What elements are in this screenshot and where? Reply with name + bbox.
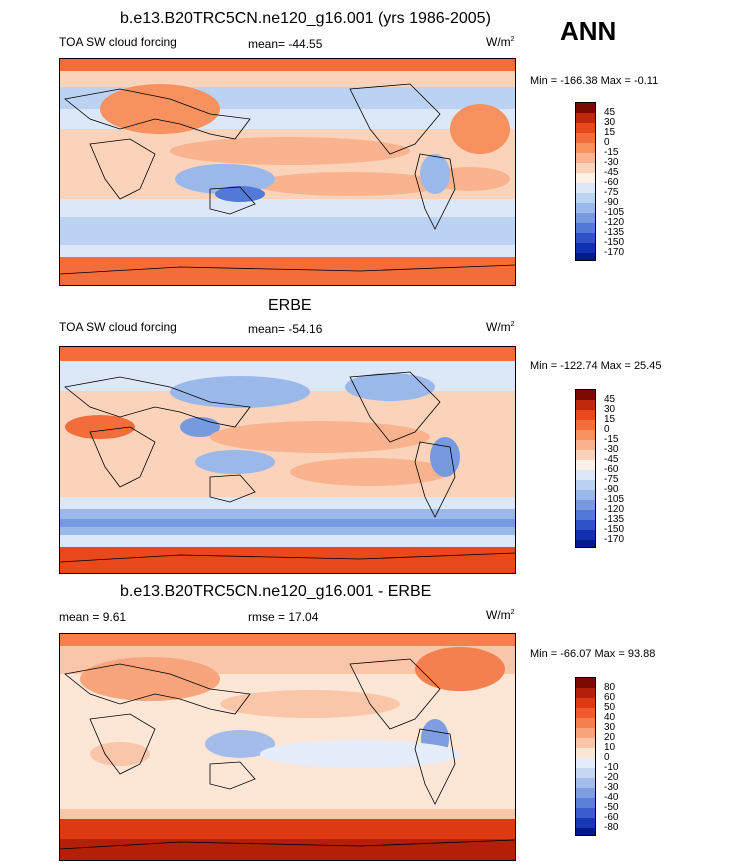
panel-title-diff: b.e13.B20TRC5CN.ne120_g16.001 - ERBE <box>120 583 432 600</box>
tick-label: -135 <box>604 514 625 525</box>
tick-label: -135 <box>604 227 625 238</box>
panel-rmse-label: rmse = 17.04 <box>248 610 319 624</box>
tick-label: -75 <box>604 474 619 485</box>
tick-label: -150 <box>604 237 625 248</box>
tick-label: -170 <box>604 247 625 258</box>
map-panel-model <box>59 58 516 286</box>
tick-label: 60 <box>604 692 616 703</box>
tick-label: -75 <box>604 187 619 198</box>
tick-label: 30 <box>604 722 616 733</box>
panel-units: W/m2 <box>486 320 515 334</box>
tick-label: 0 <box>604 424 610 435</box>
tick-label: 0 <box>604 137 610 148</box>
panel-units: W/m2 <box>486 35 515 49</box>
tick-label: 15 <box>604 414 616 425</box>
season-label: ANN <box>560 16 617 46</box>
tick-label: -80 <box>604 822 619 833</box>
tick-label: 50 <box>604 702 616 713</box>
tick-label: -30 <box>604 444 619 455</box>
tick-label: -90 <box>604 484 619 495</box>
tick-label: -120 <box>604 504 625 515</box>
panel-minmax: Min = -122.74 Max = 25.45 <box>530 360 662 372</box>
panel-mean-label: mean= -44.55 <box>248 37 323 51</box>
tick-label: -60 <box>604 464 619 475</box>
tick-label: 30 <box>604 117 616 128</box>
map-panel-obs <box>59 346 516 574</box>
tick-label: -20 <box>604 772 619 783</box>
tick-label: 30 <box>604 404 616 415</box>
tick-label: 80 <box>604 682 616 693</box>
tick-label: -10 <box>604 762 619 773</box>
tick-label: -170 <box>604 534 625 545</box>
tick-label: 45 <box>604 394 616 405</box>
colorbar-diff <box>575 677 596 846</box>
tick-label: -30 <box>604 782 619 793</box>
tick-label: 15 <box>604 127 616 138</box>
tick-label: -15 <box>604 434 619 445</box>
panel-minmax: Min = -66.07 Max = 93.88 <box>530 648 656 660</box>
tick-label: -90 <box>604 197 619 208</box>
tick-label: -60 <box>604 177 619 188</box>
tick-label: 10 <box>604 742 616 753</box>
panel-units: W/m2 <box>486 608 515 622</box>
panel-minmax: Min = -166.38 Max = -0.11 <box>530 75 659 87</box>
panel-mean-label: mean= -54.16 <box>248 322 323 336</box>
tick-label: -40 <box>604 792 619 803</box>
tick-label: -50 <box>604 802 619 813</box>
tick-label: -15 <box>604 147 619 158</box>
panel-mean-label: mean = 9.61 <box>59 610 127 624</box>
tick-label: 40 <box>604 712 616 723</box>
tick-label: -60 <box>604 812 619 823</box>
panel-left-label: TOA SW cloud forcing <box>59 320 177 334</box>
figure-title: b.e13.B20TRC5CN.ne120_g16.001 (yrs 1986-… <box>120 10 491 27</box>
colorbar-model <box>575 102 596 271</box>
tick-label: 45 <box>604 107 616 118</box>
tick-label: -105 <box>604 207 625 218</box>
panel-title-obs: ERBE <box>268 297 312 314</box>
tick-label: 20 <box>604 732 616 743</box>
tick-label: -105 <box>604 494 625 505</box>
tick-label: -30 <box>604 157 619 168</box>
colorbar-obs <box>575 389 596 558</box>
tick-label: -150 <box>604 524 625 535</box>
tick-label: -45 <box>604 167 619 178</box>
tick-label: 0 <box>604 752 610 763</box>
tick-label: -120 <box>604 217 625 228</box>
tick-label: -45 <box>604 454 619 465</box>
panel-left-label: TOA SW cloud forcing <box>59 35 177 49</box>
map-panel-diff <box>59 633 516 861</box>
